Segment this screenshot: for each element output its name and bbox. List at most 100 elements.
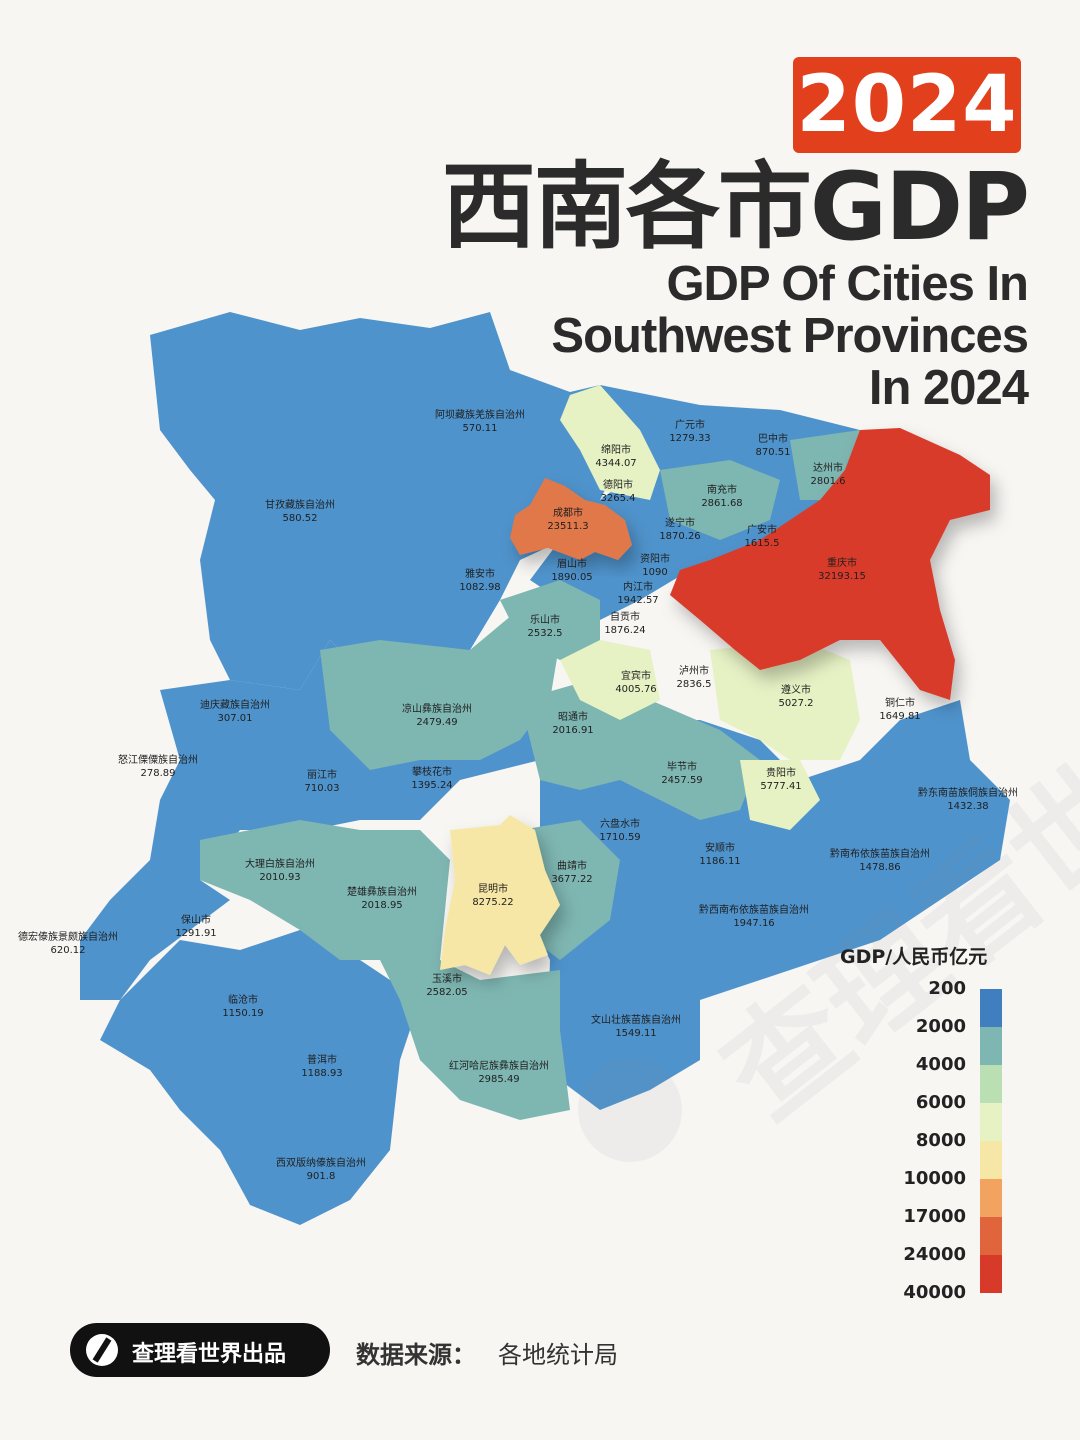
region-zhaotong-bijie [520, 680, 760, 820]
region-name-label: 怒江傈僳族自治州 [118, 753, 198, 766]
region-gdp-value: 1150.19 [222, 1008, 263, 1019]
region-gdp-value: 1549.11 [615, 1028, 656, 1039]
region-liangshan [320, 600, 560, 770]
region-gdp-value: 8275.22 [472, 897, 513, 908]
region-kunming [440, 815, 560, 975]
region-name-label: 内江市 [623, 580, 653, 593]
region-gdp-value: 278.89 [141, 768, 176, 779]
title-english-line-3: In 2024 [868, 361, 1029, 415]
region-gdp-value: 2861.68 [701, 498, 742, 509]
region-gdp-value: 32193.15 [818, 571, 866, 582]
region-name-label: 眉山市 [557, 557, 587, 570]
region-name-label: 南充市 [707, 483, 737, 496]
region-gdp-value: 1432.38 [947, 801, 988, 812]
region-gdp-value: 2479.49 [416, 717, 457, 728]
region-name-label: 成都市 [553, 506, 583, 519]
legend-tick-label: 8000 [915, 1130, 966, 1151]
legend-color-swatch [980, 989, 1002, 1027]
region-gdp-value: 3677.22 [551, 874, 592, 885]
region-gdp-value: 1615.5 [745, 538, 780, 549]
region-gdp-value: 1395.24 [411, 780, 452, 791]
legend-tick-label: 2000 [915, 1016, 966, 1037]
region-name-label: 黔东南苗族侗族自治州 [918, 786, 1018, 799]
region-gdp-value: 870.51 [756, 447, 791, 458]
region-name-label: 甘孜藏族自治州 [265, 498, 335, 511]
data-source: 数据来源： 各地统计局 [356, 1335, 618, 1370]
region-name-label: 巴中市 [758, 432, 788, 445]
region-zunyi [710, 640, 860, 760]
region-name-label: 凉山彝族自治州 [402, 702, 472, 715]
legend-color-swatch [980, 1103, 1002, 1141]
legend-tick-label: 4000 [915, 1054, 966, 1075]
region-gdp-value: 2801.6 [811, 476, 846, 487]
data-source-label: 数据来源： [356, 1341, 476, 1369]
legend-tick-label: 24000 [903, 1244, 966, 1265]
region-name-label: 西双版纳傣族自治州 [276, 1156, 366, 1169]
region-guiyang [740, 760, 820, 830]
legend-color-swatch [980, 1255, 1002, 1293]
region-wenshan [548, 950, 700, 1110]
region-name-label: 玉溪市 [432, 972, 462, 985]
region-gdp-value: 23511.3 [547, 521, 588, 532]
region-name-label: 泸州市 [679, 664, 709, 677]
region-gdp-value: 710.03 [305, 783, 340, 794]
data-source-value: 各地统计局 [498, 1341, 618, 1369]
region-gdp-value: 1870.26 [659, 531, 700, 542]
region-gdp-value: 2582.05 [426, 987, 467, 998]
title-english-line-2: Southwest Provinces [551, 309, 1029, 363]
region-gdp-value: 901.8 [307, 1171, 336, 1182]
brand-name: 查理看世界出品 [132, 1342, 287, 1367]
region-gdp-value: 1890.05 [551, 572, 592, 583]
region-name-label: 黔南布依族苗族自治州 [830, 847, 930, 860]
legend-color-swatch [980, 1217, 1002, 1255]
region-gdp-value: 1279.33 [669, 433, 710, 444]
region-name-label: 临沧市 [228, 993, 258, 1006]
legend-color-swatch [980, 1065, 1002, 1103]
region-gdp-value: 4005.76 [615, 684, 656, 695]
region-gdp-value: 1186.11 [699, 856, 740, 867]
region-name-label: 攀枝花市 [412, 765, 452, 778]
region-name-label: 绵阳市 [601, 443, 631, 456]
legend-color-swatch [980, 1179, 1002, 1217]
year-badge: 2024 [793, 57, 1021, 153]
region-gdp-value: 1649.81 [879, 711, 920, 722]
region-leshan [500, 580, 600, 660]
legend-tick-label: 200 [928, 978, 966, 999]
region-name-label: 保山市 [181, 913, 211, 926]
region-name-label: 曲靖市 [557, 859, 587, 872]
region-nanchong [660, 460, 780, 540]
region-name-label: 重庆市 [827, 556, 857, 569]
region-name-label: 文山壮族苗族自治州 [591, 1013, 681, 1026]
region-name-label: 贵阳市 [766, 766, 796, 779]
region-name-label: 楚雄彝族自治州 [347, 885, 417, 898]
region-gdp-value: 1188.93 [301, 1068, 342, 1079]
brand-pill: 查理看世界出品 [70, 1323, 330, 1377]
title-english-line-1: GDP Of Cities In [666, 257, 1029, 311]
legend-title: GDP/人民币亿元 [840, 946, 988, 968]
region-gdp-value: 1082.98 [459, 582, 500, 593]
title-chinese: 西南各市GDP [441, 153, 1030, 262]
region-gdp-value: 2457.59 [661, 775, 702, 786]
region-sichuan-west [150, 312, 650, 690]
region-name-label: 大理白族自治州 [245, 857, 315, 870]
region-gdp-value: 2836.5 [677, 679, 712, 690]
legend-tick-label: 10000 [903, 1168, 966, 1189]
region-gdp-value: 580.52 [283, 513, 318, 524]
region-yunnan-west [80, 640, 540, 1225]
region-name-label: 自贡市 [610, 610, 640, 623]
region-name-label: 遂宁市 [665, 516, 695, 529]
region-gdp-value: 570.11 [463, 423, 498, 434]
region-name-label: 雅安市 [465, 567, 495, 580]
region-gdp-value: 2016.91 [552, 725, 593, 736]
region-labels: 阿坝藏族羌族自治州 570.11 甘孜藏族自治州 580.52 广元市 1279.33 巴中… [18, 408, 1018, 1182]
region-mianyang [560, 385, 660, 500]
region-name-label: 广元市 [675, 418, 705, 431]
brand-logo-icon [86, 1334, 118, 1366]
region-name-label: 六盘水市 [600, 817, 640, 830]
region-central-yunnan [200, 820, 570, 1120]
region-yibin [560, 640, 660, 720]
region-gdp-value: 2985.49 [478, 1074, 519, 1085]
region-name-label: 乐山市 [530, 613, 560, 626]
legend-tick-label: 40000 [903, 1282, 966, 1303]
